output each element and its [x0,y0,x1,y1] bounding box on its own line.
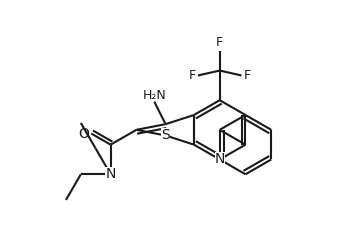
Text: N: N [105,167,116,181]
Text: F: F [244,69,251,82]
Text: S: S [161,128,170,143]
Text: N: N [215,152,225,167]
Text: F: F [216,36,223,49]
Text: F: F [189,69,196,82]
Text: O: O [79,127,89,140]
Text: H₂N: H₂N [142,89,166,102]
